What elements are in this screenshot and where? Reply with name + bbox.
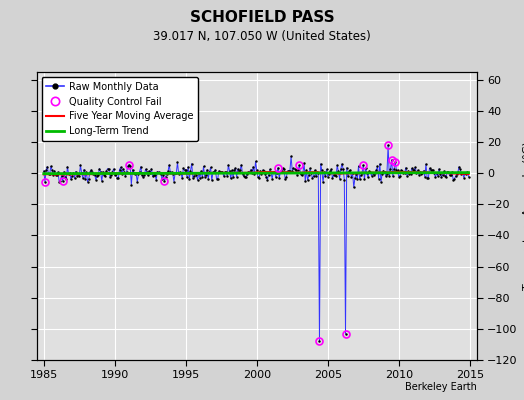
- Text: Berkeley Earth: Berkeley Earth: [405, 382, 477, 392]
- Text: 39.017 N, 107.050 W (United States): 39.017 N, 107.050 W (United States): [153, 30, 371, 43]
- Text: SCHOFIELD PASS: SCHOFIELD PASS: [190, 10, 334, 25]
- Y-axis label: Temperature Anomaly (°C): Temperature Anomaly (°C): [523, 142, 524, 290]
- Legend: Raw Monthly Data, Quality Control Fail, Five Year Moving Average, Long-Term Tren: Raw Monthly Data, Quality Control Fail, …: [41, 77, 198, 141]
